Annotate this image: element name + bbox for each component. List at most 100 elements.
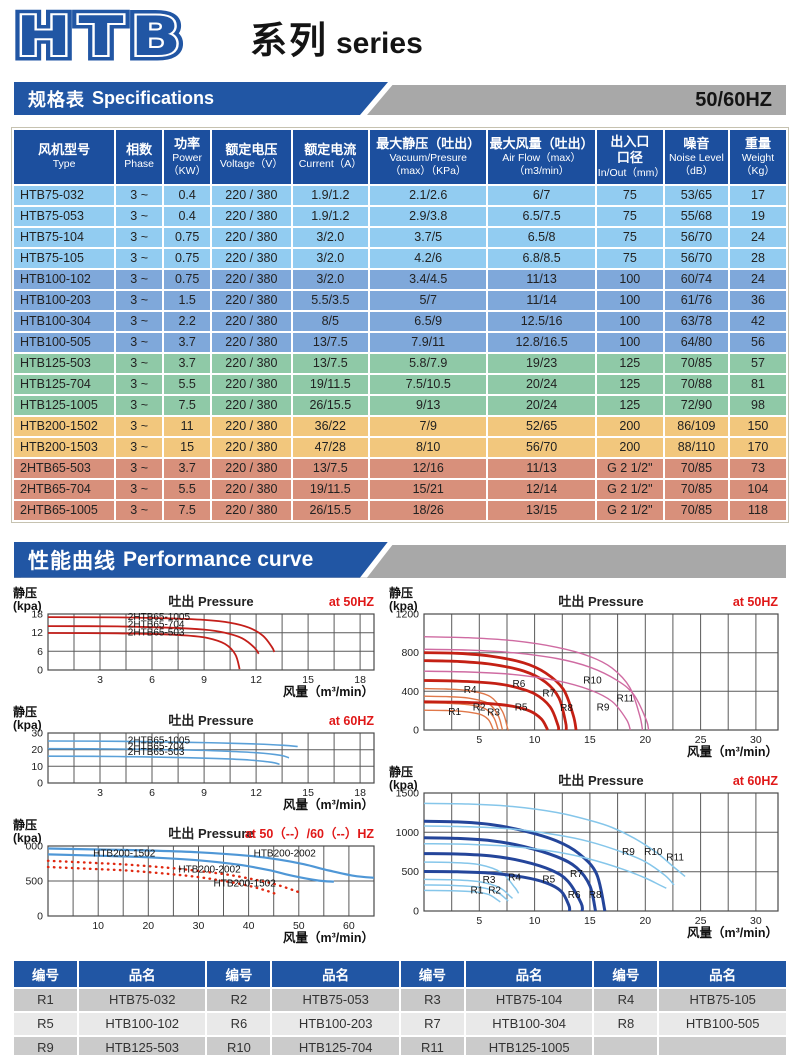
curve-2htb65-50hz-svg: 3 6 9 12 15 18 0 6 12 18 静压(kpa) 吐出 Pressure at 50HZ… xyxy=(13,585,375,699)
model-cell: HTB100-304 xyxy=(11,309,117,333)
model-cell: HTB75-105 xyxy=(11,246,117,270)
svg-text:R5: R5 xyxy=(515,702,528,713)
column-header: 最大静压（吐出） Vacuum/Presure （max）（KPa） xyxy=(367,128,489,186)
perf-banner-title-cn: 性能曲线 xyxy=(28,549,116,573)
svg-text:25: 25 xyxy=(695,915,707,927)
svg-text:10: 10 xyxy=(31,760,43,772)
code-cell: R10 xyxy=(207,1036,271,1055)
value-cell: 7/9 xyxy=(367,414,489,438)
value-cell: 220 / 380 xyxy=(210,372,293,396)
value-cell: 220 / 380 xyxy=(210,267,293,291)
value-cell: 3/2.0 xyxy=(290,246,371,270)
svg-text:30: 30 xyxy=(193,920,205,932)
svg-text:R4: R4 xyxy=(464,684,477,695)
spec-row: HTB75-105 3 ~0.75 220 / 380 3/2.0 4.2/6 6.8/8… xyxy=(11,246,789,270)
model-cell: HTB75-032 xyxy=(11,183,117,207)
svg-text:吐出 Pressure: 吐出 Pressure xyxy=(168,594,253,609)
value-cell: 220 / 380 xyxy=(210,456,293,480)
value-cell: 0.4 xyxy=(162,183,213,207)
svg-text:10: 10 xyxy=(92,920,104,932)
spec-row: HTB125-503 3 ~3.7 220 / 380 13/7.5 5.8/7.9 19… xyxy=(11,351,789,375)
spec-row: HTB100-304 3 ~2.2 220 / 380 8/5 6.5/9 12.5/16… xyxy=(11,309,789,333)
value-cell: 3.7/5 xyxy=(367,225,489,249)
svg-text:15: 15 xyxy=(584,915,596,927)
model-cell: 2HTB65-503 xyxy=(11,456,117,480)
svg-text:5: 5 xyxy=(476,915,482,927)
legend-column-header: 品名 xyxy=(659,960,786,987)
spec-row: 2HTB65-1005 3 ~7.5 220 / 380 26/15.5 18/26 13… xyxy=(11,498,789,522)
value-cell: 70/85 xyxy=(662,498,730,522)
svg-text:1200: 1200 xyxy=(396,608,420,620)
value-cell: 100 xyxy=(594,288,665,312)
svg-text:R2: R2 xyxy=(473,702,486,713)
performance-charts: 3 6 9 12 15 18 0 6 12 18 静压 (kpa) 吐出 Pressure at 50HZ… xyxy=(12,585,788,951)
svg-text:(kpa): (kpa) xyxy=(13,599,42,613)
svg-text:R7: R7 xyxy=(570,869,583,880)
spec-banner: 规格表 Specifications 50/60HZ xyxy=(12,82,788,115)
value-cell: 220 / 380 xyxy=(210,351,293,375)
svg-text:30: 30 xyxy=(750,915,762,927)
value-cell: 17 xyxy=(727,183,789,207)
svg-text:15: 15 xyxy=(302,674,314,686)
value-cell: 3 ~ xyxy=(114,498,165,522)
value-cell: 15 xyxy=(162,435,213,459)
svg-text:40: 40 xyxy=(243,920,255,932)
value-cell: 220 / 380 xyxy=(210,204,293,228)
value-cell: 2.9/3.8 xyxy=(367,204,489,228)
model-cell: HTB125-1005 xyxy=(465,1036,593,1055)
value-cell: 3.7 xyxy=(162,330,213,354)
value-cell: 0.75 xyxy=(162,225,213,249)
code-cell: R6 xyxy=(207,1012,271,1035)
value-cell: 2.2 xyxy=(162,309,213,333)
value-cell: 7.5 xyxy=(162,498,213,522)
svg-text:2HTB65-1005: 2HTB65-1005 xyxy=(128,612,191,623)
value-cell: 70/85 xyxy=(662,351,730,375)
code-cell: R11 xyxy=(400,1036,464,1055)
svg-text:0: 0 xyxy=(413,724,419,736)
model-cell: HTB75-053 xyxy=(272,988,399,1011)
svg-text:风量（m³/min）: 风量（m³/min） xyxy=(687,744,778,759)
legend-column-header: 品名 xyxy=(465,960,593,987)
value-cell: 36 xyxy=(727,288,789,312)
svg-text:15: 15 xyxy=(302,787,314,799)
value-cell: 170 xyxy=(727,435,789,459)
svg-text:R5: R5 xyxy=(542,874,555,885)
svg-text:R1: R1 xyxy=(471,885,484,896)
value-cell: 220 / 380 xyxy=(210,183,293,207)
value-cell: 19 xyxy=(727,204,789,228)
value-cell: 6.8/8.5 xyxy=(486,246,597,270)
value-cell: 6.5/7.5 xyxy=(486,204,597,228)
value-cell: 3 ~ xyxy=(114,477,165,501)
model-cell: HTB125-1005 xyxy=(11,393,117,417)
value-cell: 3/2.0 xyxy=(290,267,371,291)
value-cell: 56 xyxy=(727,330,789,354)
svg-text:2HTB65-1005: 2HTB65-1005 xyxy=(128,735,191,746)
value-cell: 3 ~ xyxy=(114,309,165,333)
model-cell: HTB125-503 xyxy=(11,351,117,375)
value-cell: 3 ~ xyxy=(114,372,165,396)
svg-text:R2: R2 xyxy=(488,885,501,896)
svg-text:HTB200-1502: HTB200-1502 xyxy=(93,848,156,859)
value-cell: 11 xyxy=(162,414,213,438)
svg-text:R11: R11 xyxy=(666,852,684,863)
curve-r-series-50hz-svg: 5 10 15 20 25 30 0 400 800 1200 静压(kpa) 吐出 Pressure… xyxy=(389,585,779,759)
spec-table-body: HTB75-032 3 ~0.4 220 / 380 1.9/1.2 2.1/2.6 6/… xyxy=(11,183,789,522)
value-cell: 220 / 380 xyxy=(210,414,293,438)
svg-text:20: 20 xyxy=(639,915,651,927)
svg-text:HTB200-2002: HTB200-2002 xyxy=(178,864,241,875)
model-cell: HTB125-503 xyxy=(78,1036,206,1055)
value-cell: 56/70 xyxy=(486,435,597,459)
value-cell: 75 xyxy=(594,225,665,249)
svg-text:12: 12 xyxy=(250,787,262,799)
spec-row: HTB75-053 3 ~0.4 220 / 380 1.9/1.2 2.9/3.8 6.… xyxy=(11,204,789,228)
column-header: 重量 Weight （Kg） xyxy=(727,128,789,186)
value-cell: 57 xyxy=(727,351,789,375)
value-cell: 19/23 xyxy=(486,351,597,375)
svg-text:风量（m³/min）: 风量（m³/min） xyxy=(283,797,374,812)
value-cell: 88/110 xyxy=(662,435,730,459)
svg-text:1500: 1500 xyxy=(396,787,420,799)
value-cell: 6.5/9 xyxy=(367,309,489,333)
value-cell: 7.9/11 xyxy=(367,330,489,354)
svg-text:R8: R8 xyxy=(560,703,573,714)
legend-row: R5 HTB100-102 R6 HTB100-203 R7 HTB100-304 R8 HT… xyxy=(14,1012,786,1035)
